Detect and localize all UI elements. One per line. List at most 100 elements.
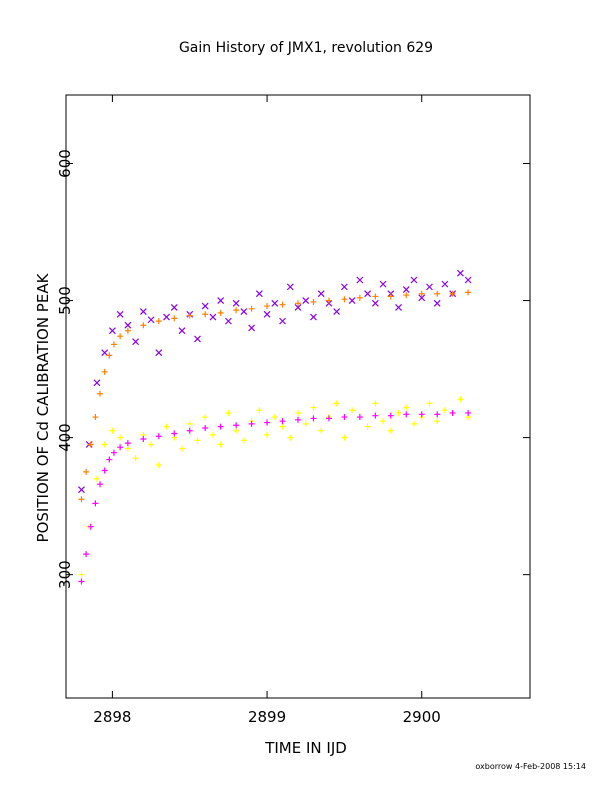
data-point xyxy=(403,411,410,418)
data-point xyxy=(233,307,240,314)
plot-frame xyxy=(65,94,531,699)
data-point xyxy=(248,324,256,332)
data-point xyxy=(287,434,294,441)
data-point xyxy=(155,318,162,325)
data-point xyxy=(101,368,108,375)
data-point xyxy=(372,400,379,407)
data-point xyxy=(372,412,379,419)
y-tick-label: 400 xyxy=(56,423,74,452)
x-tick-label: 2899 xyxy=(248,708,286,726)
data-point xyxy=(271,299,279,307)
data-point xyxy=(380,418,387,425)
data-point xyxy=(194,437,201,444)
data-point xyxy=(279,423,286,430)
data-point xyxy=(295,409,301,416)
data-point xyxy=(170,303,178,311)
data-point xyxy=(403,404,410,411)
data-point xyxy=(256,407,263,414)
data-point xyxy=(78,496,85,503)
y-tick-label: 600 xyxy=(56,149,74,178)
data-point xyxy=(356,294,363,301)
data-point xyxy=(333,308,341,315)
data-point xyxy=(356,276,364,284)
data-point xyxy=(101,467,108,474)
x-axis: 2898 2899 2900 xyxy=(93,95,441,726)
data-point xyxy=(325,297,332,304)
data-point xyxy=(87,523,94,530)
data-point xyxy=(395,303,402,311)
data-point xyxy=(240,437,247,444)
data-point xyxy=(224,317,232,325)
data-point xyxy=(411,420,417,427)
data-point xyxy=(418,290,425,297)
data-point xyxy=(465,409,472,416)
data-point xyxy=(403,292,410,299)
data-point xyxy=(78,571,85,578)
data-point xyxy=(110,449,117,456)
data-point xyxy=(325,415,332,422)
data-point xyxy=(124,327,131,334)
data-point xyxy=(464,276,472,284)
data-point xyxy=(333,400,340,407)
data-point xyxy=(155,349,163,357)
data-point xyxy=(279,317,286,325)
data-point xyxy=(356,414,363,421)
data-point xyxy=(232,299,240,307)
data-point xyxy=(186,312,193,319)
data-point xyxy=(194,335,201,343)
data-point xyxy=(387,427,394,434)
data-point xyxy=(83,551,90,558)
data-point xyxy=(341,414,348,421)
data-point xyxy=(465,289,472,296)
data-point xyxy=(139,308,147,315)
data-point xyxy=(310,313,317,321)
x-axis-label: TIME IN IJD xyxy=(264,739,347,757)
data-point xyxy=(295,416,301,423)
data-point xyxy=(248,305,255,312)
data-point xyxy=(387,293,394,300)
series-2 xyxy=(78,289,472,503)
data-point xyxy=(110,341,117,348)
y-tick-label: 500 xyxy=(56,286,74,315)
data-point xyxy=(410,276,418,284)
data-point xyxy=(171,430,178,437)
data-point xyxy=(418,294,426,302)
data-point xyxy=(341,296,348,303)
data-point xyxy=(364,290,372,298)
data-point xyxy=(402,286,410,294)
data-point xyxy=(92,500,99,507)
data-point xyxy=(140,435,147,442)
data-point xyxy=(310,404,317,411)
data-point xyxy=(426,400,433,407)
data-point xyxy=(217,441,224,448)
data-point xyxy=(248,420,255,427)
data-point xyxy=(132,338,140,346)
data-point xyxy=(202,425,209,432)
data-point xyxy=(171,315,178,322)
data-point xyxy=(457,396,464,403)
data-point xyxy=(217,297,225,304)
data-point xyxy=(340,283,348,291)
data-point xyxy=(97,390,104,397)
data-point xyxy=(264,303,271,310)
data-point xyxy=(233,422,240,429)
data-point xyxy=(286,283,294,291)
data-point xyxy=(93,379,101,387)
data-point xyxy=(106,352,113,359)
data-point xyxy=(124,440,131,447)
data-point xyxy=(264,431,271,438)
data-point xyxy=(202,414,209,421)
data-point xyxy=(456,269,464,277)
data-point xyxy=(279,418,286,425)
data-points xyxy=(78,269,472,585)
data-point xyxy=(441,280,449,288)
data-point xyxy=(310,298,317,305)
data-point xyxy=(155,462,162,469)
data-point xyxy=(348,297,356,304)
data-point xyxy=(209,431,216,438)
data-point xyxy=(202,311,209,318)
data-point xyxy=(209,313,217,321)
data-point xyxy=(117,333,124,340)
series-0 xyxy=(78,269,472,494)
